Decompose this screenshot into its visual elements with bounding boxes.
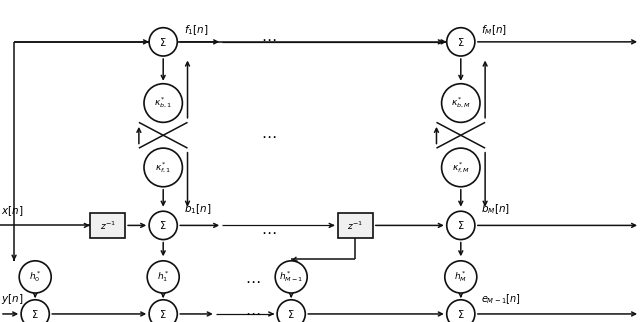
- Ellipse shape: [447, 28, 475, 56]
- Text: $\kappa_{b,M}^*$: $\kappa_{b,M}^*$: [451, 96, 471, 110]
- Text: $\kappa_{f,M}^*$: $\kappa_{f,M}^*$: [452, 160, 470, 175]
- Text: $\cdots$: $\cdots$: [261, 224, 276, 239]
- Ellipse shape: [447, 211, 475, 240]
- Text: $\Sigma$: $\Sigma$: [159, 219, 167, 232]
- Text: $\cdots$: $\cdots$: [245, 273, 260, 288]
- Text: $b_1[n]$: $b_1[n]$: [184, 203, 211, 216]
- Text: $z^{-1}$: $z^{-1}$: [100, 219, 115, 232]
- Text: $e_{M-1}[n]$: $e_{M-1}[n]$: [481, 293, 521, 306]
- Ellipse shape: [21, 300, 49, 322]
- Text: $x[n]$: $x[n]$: [1, 204, 24, 218]
- Ellipse shape: [144, 148, 182, 187]
- Text: $h_M^*$: $h_M^*$: [454, 270, 467, 284]
- Text: $z^{-1}$: $z^{-1}$: [348, 219, 363, 232]
- Ellipse shape: [445, 261, 477, 293]
- Text: $\Sigma$: $\Sigma$: [159, 36, 167, 48]
- Ellipse shape: [275, 261, 307, 293]
- Bar: [338, 213, 373, 238]
- Ellipse shape: [442, 148, 480, 187]
- Text: $h_1^*$: $h_1^*$: [157, 270, 170, 284]
- Ellipse shape: [447, 300, 475, 322]
- Text: $\cdots$: $\cdots$: [245, 305, 260, 320]
- Ellipse shape: [147, 261, 179, 293]
- Text: $y[n]$: $y[n]$: [1, 292, 24, 307]
- Ellipse shape: [144, 84, 182, 122]
- Text: $\Sigma$: $\Sigma$: [457, 219, 465, 232]
- Text: $\cdots$: $\cdots$: [261, 128, 276, 143]
- Text: $b_M[n]$: $b_M[n]$: [481, 203, 510, 216]
- Text: $\Sigma$: $\Sigma$: [159, 308, 167, 320]
- Text: $f_1[n]$: $f_1[n]$: [184, 24, 208, 37]
- Ellipse shape: [442, 84, 480, 122]
- Text: $\kappa_{f,1}^*$: $\kappa_{f,1}^*$: [155, 160, 172, 175]
- Ellipse shape: [277, 300, 305, 322]
- Text: $h_{M-1}^*$: $h_{M-1}^*$: [279, 270, 303, 284]
- Text: $f_M[n]$: $f_M[n]$: [481, 24, 508, 37]
- Ellipse shape: [149, 211, 177, 240]
- Text: $\Sigma$: $\Sigma$: [31, 308, 39, 320]
- Text: $h_0^*$: $h_0^*$: [29, 270, 42, 284]
- Ellipse shape: [149, 28, 177, 56]
- Text: $\Sigma$: $\Sigma$: [457, 308, 465, 320]
- Text: $\cdots$: $\cdots$: [261, 31, 276, 46]
- Text: $\Sigma$: $\Sigma$: [457, 36, 465, 48]
- Ellipse shape: [149, 300, 177, 322]
- Text: $\Sigma$: $\Sigma$: [287, 308, 295, 320]
- Bar: [90, 213, 125, 238]
- Ellipse shape: [19, 261, 51, 293]
- Text: $\kappa_{b,1}^*$: $\kappa_{b,1}^*$: [154, 96, 172, 110]
